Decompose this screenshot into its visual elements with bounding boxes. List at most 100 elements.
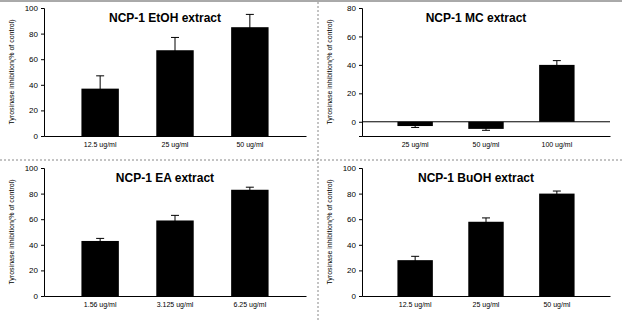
x-tick: 1.56 ug/ml	[84, 296, 117, 309]
x-tick: 25 ug/ml	[162, 136, 189, 149]
y-tick-mark	[359, 270, 362, 271]
x-tick-label: 50 ug/ml	[473, 141, 500, 149]
y-tick: 60	[29, 55, 44, 64]
x-axis-line	[363, 296, 611, 297]
chart-title: NCP-1 MC extract	[426, 11, 527, 25]
y-tick-label: 0	[352, 118, 357, 127]
y-tick-label: 60	[29, 215, 38, 224]
y-axis-title: Tyrosinase inhibition(% of control)	[326, 19, 334, 124]
y-axis-line	[41, 169, 45, 297]
y-tick-label: 60	[347, 215, 356, 224]
error-bar	[246, 187, 254, 192]
y-tick-label: 80	[29, 30, 38, 39]
y-tick-label: 0	[34, 292, 39, 301]
y-tick: 40	[347, 61, 362, 70]
bar	[231, 190, 268, 296]
error-stem	[249, 14, 250, 40]
error-bar	[482, 218, 490, 226]
x-tick-label: 25 ug/ml	[473, 301, 500, 309]
error-stem	[486, 218, 487, 226]
error-cap	[246, 40, 254, 41]
x-tick-label: 3.125 ug/ml	[157, 301, 194, 309]
x-tick-label: 50 ug/ml	[543, 301, 570, 309]
error-stem	[175, 37, 176, 63]
y-tick: 20	[29, 266, 44, 275]
y-axis-line	[41, 9, 45, 137]
error-cap	[246, 192, 254, 193]
error-stem	[100, 76, 101, 102]
x-tick: 50 ug/ml	[473, 136, 500, 149]
y-tick-mark	[41, 34, 44, 35]
error-stem	[249, 187, 250, 192]
error-bar	[246, 14, 254, 40]
plot-marks	[81, 14, 268, 136]
top-border	[0, 1, 622, 2]
error-stem	[415, 256, 416, 264]
error-bar	[96, 238, 104, 243]
error-bar	[171, 215, 179, 225]
error-cap	[171, 225, 179, 226]
y-tick-mark	[359, 8, 362, 9]
y-tick-mark	[41, 136, 44, 137]
y-tick-label: 0	[34, 132, 39, 141]
x-axis-line	[45, 296, 307, 297]
panel: 02040608010012.5 ug/ml25 ug/ml50 ug/mlNC…	[8, 4, 307, 149]
chart-title: NCP-1 BuOH extract	[418, 171, 534, 185]
error-stem	[556, 191, 557, 196]
panel: 02040608010012.5 ug/ml25 ug/ml50 ug/mlNC…	[326, 164, 611, 309]
y-tick-mark	[359, 65, 362, 66]
error-cap	[411, 264, 419, 265]
error-cap	[411, 124, 419, 125]
y-tick: 0	[352, 292, 362, 301]
x-tick: 50 ug/ml	[543, 296, 570, 309]
y-tick-label: 80	[347, 190, 356, 199]
error-stem	[556, 61, 557, 70]
x-axis: 12.5 ug/ml25 ug/ml50 ug/ml	[363, 296, 611, 309]
error-bar	[411, 125, 419, 128]
error-bar	[411, 256, 419, 264]
y-tick: 60	[347, 33, 362, 42]
y-tick-label: 0	[352, 292, 357, 301]
chart-canvas: 0 20 40 60 80 100 12.5 ug/ml 25 ug/ml 50 ug/ml NC…	[0, 0, 622, 320]
y-tick-mark	[41, 168, 44, 169]
y-tick-label: 40	[347, 241, 356, 250]
error-bar	[96, 76, 104, 102]
error-cap	[96, 238, 104, 239]
panel: 02040608025 ug/ml50 ug/ml100 ug/mlNCP-1 …	[326, 4, 611, 149]
y-tick-mark	[359, 93, 362, 94]
bar	[539, 194, 574, 296]
chart-title: NCP-1 EtOH extract	[109, 11, 221, 25]
y-axis-title: Tyrosinase inhibition(% of control)	[8, 19, 16, 124]
panel-divider	[318, 2, 319, 320]
y-tick: 0	[352, 118, 362, 127]
error-cap	[482, 217, 490, 218]
error-stem	[100, 238, 101, 243]
bar	[81, 241, 118, 296]
y-tick-label: 40	[29, 241, 38, 250]
y-tick-mark	[41, 110, 44, 111]
error-cap	[246, 187, 254, 188]
bar	[397, 260, 432, 296]
y-tick-mark	[359, 219, 362, 220]
y-tick-mark	[41, 194, 44, 195]
error-cap	[171, 63, 179, 64]
y-axis-line	[359, 9, 363, 137]
error-cap	[96, 243, 104, 244]
error-cap	[96, 101, 104, 102]
y-axis-title: Tyrosinase inhibition(% of control)	[8, 179, 16, 284]
y-tick: 60	[29, 215, 44, 224]
error-cap	[246, 14, 254, 15]
x-tick: 25 ug/ml	[473, 296, 500, 309]
y-tick-label: 100	[25, 4, 39, 13]
y-axis: 020406080100	[25, 4, 45, 141]
x-tick-label: 25 ug/ml	[162, 141, 189, 149]
error-cap	[411, 127, 419, 128]
error-cap	[411, 256, 419, 257]
x-tick: 12.5 ug/ml	[84, 136, 117, 149]
y-tick-mark	[41, 270, 44, 271]
y-tick-mark	[359, 245, 362, 246]
y-tick-label: 20	[29, 266, 38, 275]
y-tick-label: 40	[347, 61, 356, 70]
y-tick-label: 20	[347, 89, 356, 98]
error-cap	[553, 69, 561, 70]
